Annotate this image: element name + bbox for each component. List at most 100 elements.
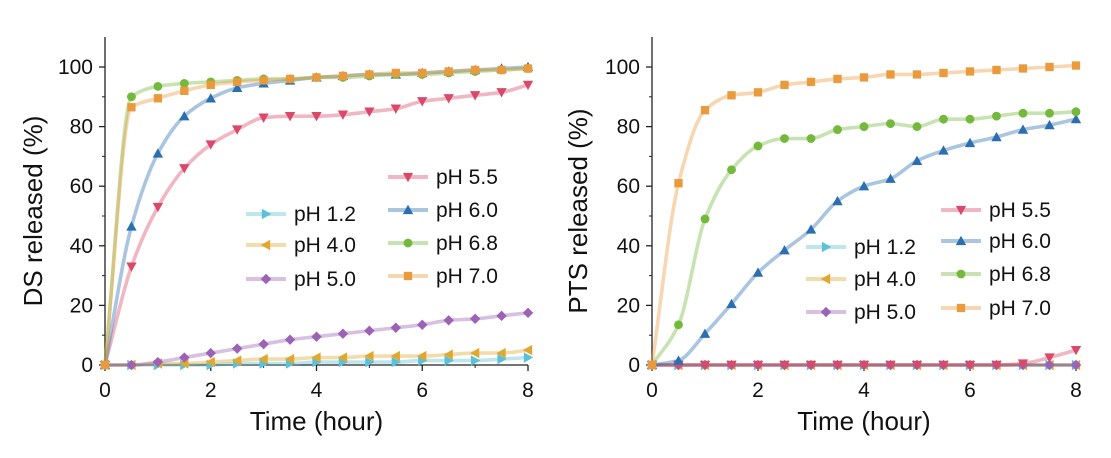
data-point — [126, 221, 137, 231]
y-axis-title: PTS released (%) — [563, 108, 593, 313]
x-tick-label: 6 — [964, 379, 976, 402]
data-point — [469, 91, 481, 101]
data-point — [523, 64, 533, 73]
series-line — [103, 65, 529, 366]
data-point — [700, 214, 710, 224]
data-point — [780, 80, 789, 90]
data-point — [364, 350, 374, 362]
data-point — [337, 328, 349, 339]
data-point — [470, 355, 481, 366]
legend-item: pH 6.8 — [941, 263, 1051, 286]
data-point — [312, 73, 321, 82]
legend-marker — [821, 241, 832, 253]
legend-marker — [403, 271, 413, 281]
data-point — [885, 360, 896, 371]
data-point — [231, 343, 243, 354]
x-axis-title: Time (hour) — [797, 406, 930, 436]
x-tick-label: 0 — [99, 379, 111, 402]
legend: pH 1.2 pH 4.0 pH 5.0 pH 5.5 pH 6.0 pH 6.8 pH 7… — [806, 199, 1051, 324]
data-point — [753, 88, 763, 97]
series-ph-5-5 — [646, 345, 1082, 371]
legend-label: pH 5.0 — [854, 301, 916, 324]
data-point — [699, 360, 711, 371]
data-point — [1070, 359, 1082, 371]
legend-item: pH 1.2 — [806, 236, 916, 259]
x-tick-label: 2 — [205, 379, 217, 402]
data-point — [1071, 61, 1081, 70]
data-point — [365, 70, 374, 79]
data-point — [859, 122, 869, 132]
x-tick-label: 8 — [1070, 379, 1082, 402]
data-point — [1017, 124, 1029, 134]
data-point — [522, 344, 533, 356]
data-point — [443, 315, 454, 326]
data-point — [153, 94, 163, 103]
legend-label: pH 7.0 — [436, 265, 498, 288]
data-point — [443, 349, 453, 360]
y-tick-label: 80 — [617, 116, 640, 139]
data-point — [470, 65, 480, 75]
data-point — [337, 352, 348, 363]
data-point — [780, 134, 789, 143]
data-point — [390, 350, 400, 362]
data-point — [1045, 108, 1054, 118]
data-point — [832, 360, 843, 371]
y-tick-label: 100 — [58, 56, 93, 79]
legend-item: pH 5.5 — [941, 199, 1051, 222]
data-point — [444, 355, 454, 366]
legend-label: pH 4.0 — [854, 268, 916, 291]
series-ph-7-0 — [100, 64, 533, 370]
data-point — [364, 325, 375, 336]
legend-item: pH 1.2 — [246, 203, 356, 226]
data-point — [233, 77, 242, 87]
data-point — [418, 68, 427, 78]
data-point — [1070, 345, 1082, 356]
legend-item: pH 4.0 — [806, 268, 916, 291]
x-tick-label: 4 — [311, 379, 323, 402]
data-point — [469, 313, 481, 325]
legend-label: pH 6.8 — [436, 232, 498, 255]
data-point — [1070, 113, 1082, 124]
y-tick-label: 20 — [70, 294, 93, 317]
data-point — [1045, 62, 1054, 72]
data-point — [311, 331, 322, 342]
data-point — [390, 322, 402, 333]
series-line — [103, 83, 529, 366]
data-point — [258, 353, 268, 365]
legend-label: pH 4.0 — [294, 234, 356, 257]
data-point — [991, 360, 1002, 371]
legend-marker — [402, 172, 414, 183]
data-point — [391, 356, 402, 368]
data-point — [417, 97, 428, 107]
y-tick-label: 40 — [617, 235, 640, 258]
data-point — [152, 148, 164, 158]
data-point — [647, 360, 657, 370]
series-ph-5-5 — [99, 80, 534, 371]
data-point — [285, 74, 295, 84]
data-point — [833, 125, 842, 134]
data-point — [126, 359, 137, 371]
data-point — [258, 338, 269, 350]
data-point — [391, 68, 400, 78]
data-point — [1044, 353, 1055, 363]
data-point — [912, 70, 922, 79]
data-point — [938, 360, 949, 371]
data-point — [152, 356, 164, 368]
y-tick-label: 80 — [70, 116, 93, 139]
data-point — [965, 114, 975, 124]
data-point — [365, 356, 375, 368]
data-point — [153, 81, 163, 91]
data-point — [727, 91, 736, 100]
data-point — [231, 125, 243, 135]
data-point — [805, 360, 817, 371]
data-point — [417, 350, 427, 362]
legend-marker — [955, 205, 967, 216]
data-point — [126, 262, 137, 272]
data-point — [390, 104, 402, 114]
x-tick-label: 4 — [858, 379, 870, 402]
legend-item: pH 4.0 — [246, 234, 356, 257]
data-point — [965, 67, 975, 76]
legend-marker — [956, 269, 966, 279]
legend-item: pH 6.0 — [941, 230, 1051, 253]
data-point — [259, 76, 268, 85]
